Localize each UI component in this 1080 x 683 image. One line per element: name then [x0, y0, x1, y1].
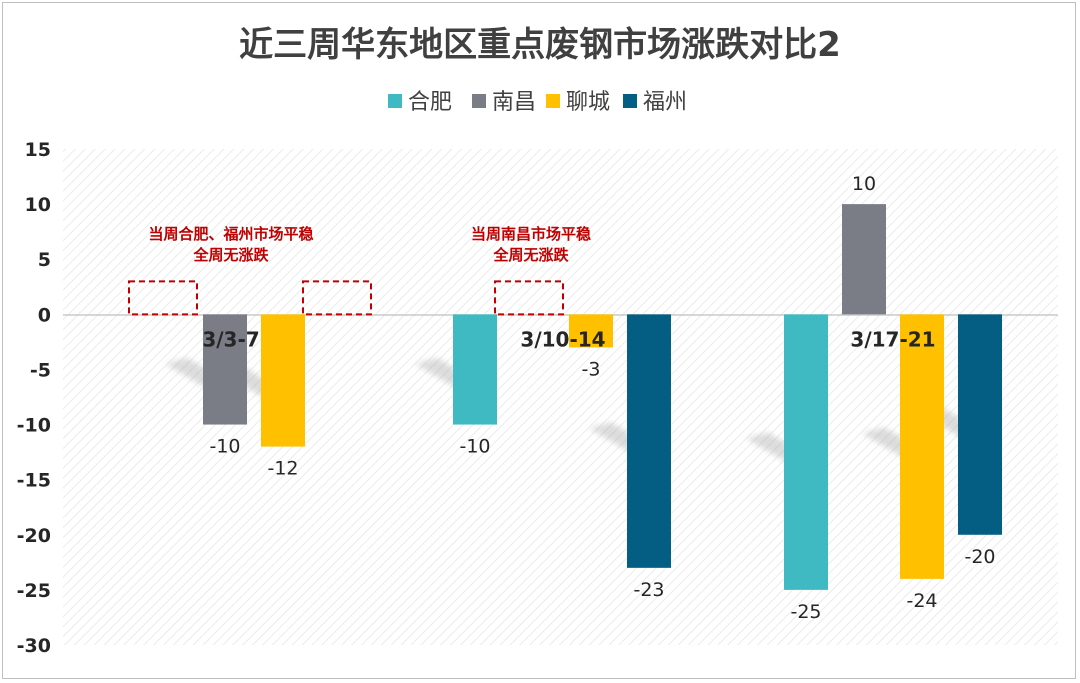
bar-2-0 — [261, 314, 305, 447]
y-tick-label: -20 — [17, 525, 51, 547]
legend-swatch-3 — [623, 94, 637, 108]
bar-2-1 — [569, 314, 613, 348]
data-label-3-2: -20 — [964, 546, 995, 568]
legend-swatch-2 — [546, 94, 560, 108]
y-tick-label: 0 — [38, 304, 51, 326]
annotation-text-0-1: 全周无涨跌 — [192, 246, 269, 264]
legend-label-3: 福州 — [643, 90, 687, 115]
y-tick-label: 10 — [25, 194, 51, 216]
bar-0-1 — [453, 314, 497, 425]
legend-label-2: 聊城 — [566, 90, 610, 115]
annotation-text-0-0: 当周合肥、福州市场平稳 — [148, 225, 313, 243]
y-axis: 15 10 5 0 -5 -10 -15 -20 -25 -30 — [17, 139, 51, 657]
y-tick-label: -10 — [17, 415, 51, 437]
category-label-0: 3/3-7 — [202, 327, 259, 351]
y-tick-label: -5 — [30, 359, 51, 381]
annotation-text-1-1: 全周无涨跌 — [492, 246, 569, 264]
bar-1-2 — [842, 204, 886, 315]
bar-3-1 — [627, 314, 671, 568]
legend-label-1: 南昌 — [492, 90, 536, 115]
y-tick-label: 5 — [38, 249, 51, 271]
data-label-3-1: -23 — [633, 579, 664, 601]
data-label-1-2: 10 — [852, 173, 876, 195]
chart: 近三周华东地区重点废钢市场涨跌对比2 合肥 南昌 聊城 福州 151050-5-10-… — [17, 25, 1058, 657]
y-tick-label: -30 — [17, 635, 51, 657]
annotation-text-1-0: 当周南昌市场平稳 — [471, 225, 591, 243]
category-label-1: 3/10-14 — [520, 327, 605, 351]
category-labels: 3/3-7 3/10-14 3/17-21 — [202, 327, 935, 351]
data-label-0-2: -25 — [790, 601, 821, 623]
y-tick-label: -15 — [17, 470, 51, 492]
category-label-2: 3/17-21 — [850, 327, 935, 351]
flat-market-box — [302, 280, 372, 316]
bar-0-2 — [784, 314, 828, 590]
data-label-2-2: -24 — [906, 590, 937, 612]
legend-swatch-0 — [388, 94, 402, 108]
data-label-0-1: -10 — [459, 436, 490, 458]
bars — [203, 204, 1002, 590]
y-tick-label: -25 — [17, 580, 51, 602]
data-label-2-1: -3 — [582, 358, 601, 380]
bar-1-0 — [203, 314, 247, 425]
flat-market-box — [128, 280, 198, 316]
chart-title: 近三周华东地区重点废钢市场涨跌对比2 — [239, 25, 841, 65]
bar-2-2 — [900, 314, 944, 579]
legend-swatch-1 — [472, 94, 486, 108]
data-labels: -10 -12 -10 -3 -23 -25 10 -24 -20 — [209, 173, 995, 623]
legend-label-0: 合肥 — [408, 90, 452, 115]
bar-3-2 — [958, 314, 1002, 535]
data-label-2-0: -12 — [267, 458, 298, 480]
flat-market-box — [494, 280, 564, 316]
legend: 合肥 南昌 聊城 福州 — [388, 90, 687, 115]
y-tick-label: 15 — [25, 139, 51, 161]
data-label-1-0: -10 — [209, 436, 240, 458]
